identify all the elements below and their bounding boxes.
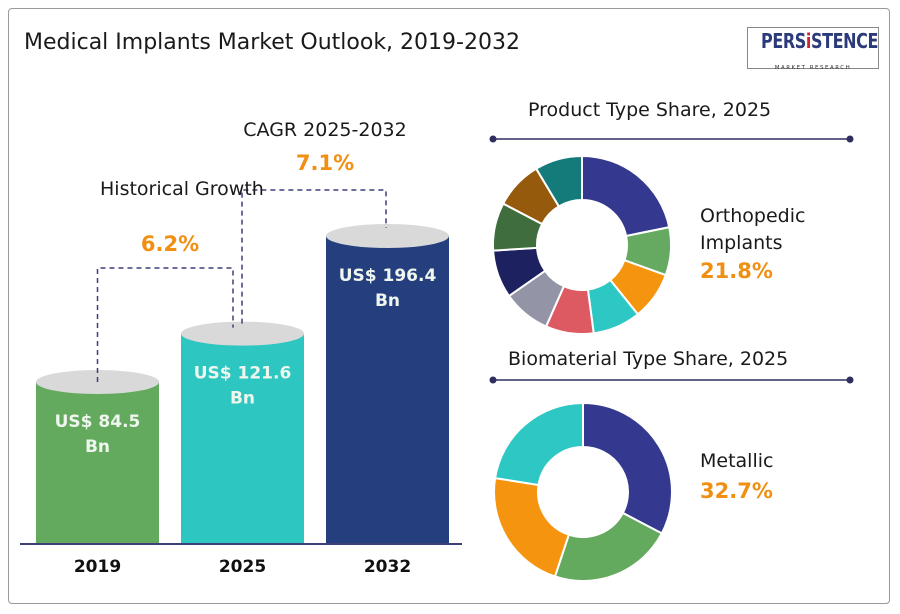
persistence-logo: PERSiSTENCE MARKET RESEARCH xyxy=(747,27,879,71)
bar-2025 xyxy=(181,333,304,543)
metallic-label: Metallic xyxy=(700,450,774,472)
bar-value-label: US$ 196.4 xyxy=(339,266,437,286)
biomaterial-type-slice-3 xyxy=(493,401,584,487)
cagr-connector xyxy=(241,189,387,324)
rule-dot xyxy=(846,376,854,384)
bar-2032 xyxy=(326,235,449,544)
cagr-label: CAGR 2025-2032 xyxy=(243,119,407,141)
x-tick-label: 2019 xyxy=(74,557,121,577)
cagr-value: 7.1% xyxy=(295,151,355,175)
rule-dot xyxy=(489,376,497,384)
bar-value-unit: Bn xyxy=(85,437,110,457)
frame-border xyxy=(8,8,890,604)
bar-value-label: US$ 84.5 xyxy=(55,412,141,432)
product-type-title: Product Type Share, 2025 xyxy=(528,99,772,121)
bar-value-label: US$ 121.6 xyxy=(194,364,292,384)
metallic-value: 32.7% xyxy=(700,479,773,503)
historical-growth-label: Historical Growth xyxy=(100,178,264,200)
bar-value-unit: Bn xyxy=(375,291,400,311)
rule-dot xyxy=(489,135,497,143)
orthopedic-label: Orthopedic Implants xyxy=(700,205,806,254)
product-type-slice-0 xyxy=(581,154,671,238)
biomaterial-type-title: Biomaterial Type Share, 2025 xyxy=(508,348,789,370)
product-type-slice-9 xyxy=(534,154,583,208)
page-title: Medical Implants Market Outlook, 2019-20… xyxy=(24,30,520,55)
biomaterial-type-slice-2 xyxy=(493,476,571,578)
historical-growth-value: 6.2% xyxy=(140,232,200,256)
bar-value-unit: Bn xyxy=(230,389,255,409)
rule-dot xyxy=(846,135,854,143)
orthopedic-value: 21.8% xyxy=(700,259,773,283)
x-tick-label: 2025 xyxy=(219,557,266,577)
biomaterial-type-slice-0 xyxy=(582,401,673,535)
x-tick-label: 2032 xyxy=(364,557,411,577)
historical-growth-connector xyxy=(96,267,234,383)
bar-2019 xyxy=(36,382,159,543)
bar-top-2032 xyxy=(326,223,449,248)
bar-top-2025 xyxy=(181,321,304,346)
